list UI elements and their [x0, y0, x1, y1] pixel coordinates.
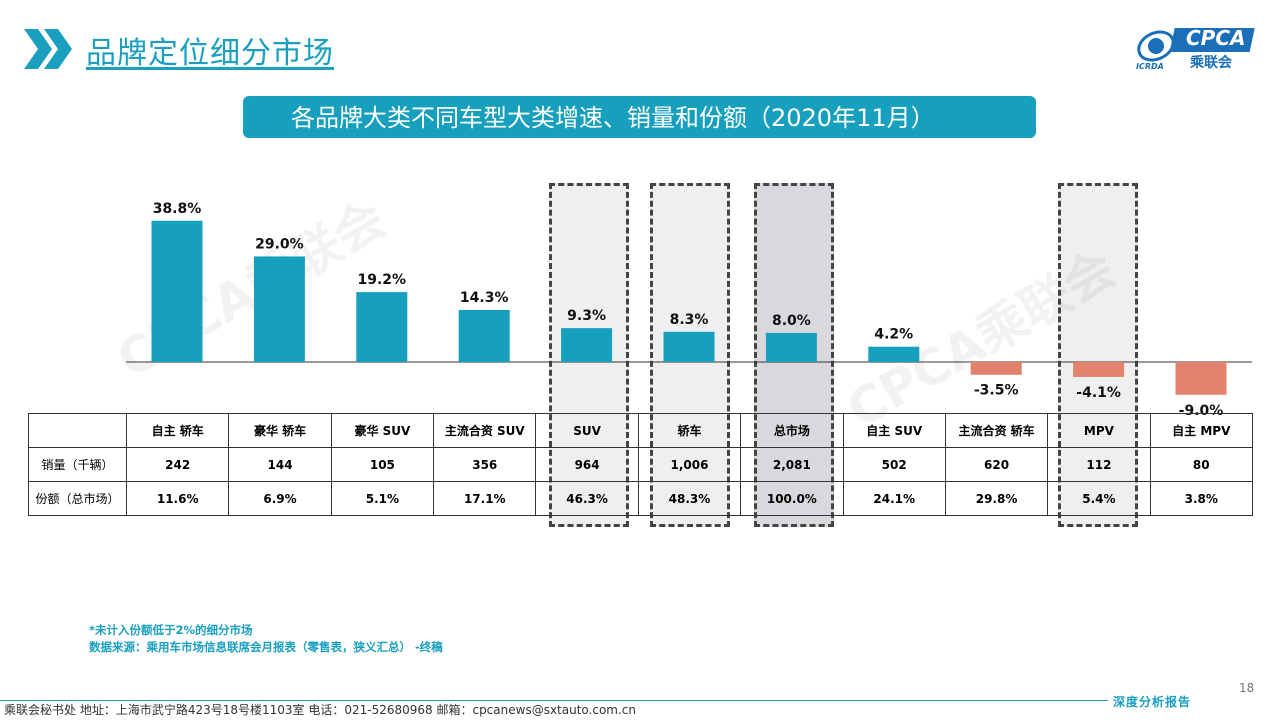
- table-cell: 17.1%: [433, 481, 537, 516]
- table-row-share: 份额（总市场） 11.6% 6.9% 5.1% 17.1% 46.3% 48.3…: [28, 481, 1253, 516]
- footer-contact: 乘联会秘书处 地址：上海市武宁路423号18号楼1103室 电话：021-526…: [4, 703, 637, 717]
- table-header-cell: 主流合资 轿车: [944, 413, 1049, 448]
- bar-2: [253, 256, 305, 362]
- data-label-3: 19.2%: [358, 272, 407, 288]
- table-header-cell: 自主 MPV: [1149, 413, 1253, 448]
- chevron-icon: [24, 29, 72, 69]
- table-cell: 620: [944, 447, 1049, 482]
- logo-subtext: 乘联会: [1190, 55, 1232, 71]
- table-corner-cell: [28, 413, 127, 448]
- table-row-label: 份额（总市场）: [28, 481, 127, 516]
- bar-4: [458, 309, 510, 362]
- data-label-6: 8.3%: [670, 312, 709, 328]
- bar-9: [970, 362, 1022, 375]
- logo-small-text: ICRDA: [1136, 62, 1164, 71]
- table-cell: 100.0%: [740, 481, 844, 516]
- table-cell: 144: [228, 447, 332, 482]
- chart-title: 各品牌大类不同车型大类增速、销量和份额（2020年11月）: [291, 104, 935, 132]
- data-label-2: 29.0%: [255, 236, 304, 252]
- source-note: 数据来源：乘用车市场信息联席会月报表（零售表，狭义汇总） -终稿: [89, 640, 443, 654]
- logo-text: CPCA: [1186, 26, 1246, 50]
- bar-chart: 38.8% 29.0% 19.2% 14.3% 9.3% 8.3% 8.0% 4.2% -3.5…: [126, 201, 1252, 419]
- table-header-cell: 豪华 SUV: [330, 413, 435, 448]
- data-table: 自主 轿车 豪华 轿车 豪华 SUV 主流合资 SUV SUV 轿车 总市场 自…: [28, 413, 1253, 516]
- chart-title-banner: [243, 96, 1036, 138]
- bar-11: [1175, 362, 1227, 395]
- table-cell: 112: [1047, 447, 1151, 482]
- table-cell: 3.8%: [1149, 481, 1253, 516]
- bar-7: [765, 332, 817, 362]
- data-label-7: 8.0%: [772, 313, 811, 329]
- footnote: *未计入份额低于2%的细分市场 数据来源：乘用车市场信息联席会月报表（零售表，狭…: [89, 622, 443, 656]
- table-header-cell: 轿车: [637, 413, 742, 448]
- page-title: 品牌定位细分市场: [86, 36, 334, 71]
- table-header-cell: MPV: [1047, 413, 1151, 448]
- data-label-10: -4.1%: [1076, 385, 1121, 401]
- table-cell: 48.3%: [637, 481, 742, 516]
- table-cell: 5.1%: [330, 481, 435, 516]
- data-label-9: -3.5%: [974, 383, 1019, 399]
- bar-3: [356, 292, 408, 362]
- table-row-sales: 销量（千辆） 242 144 105 356 964 1,006 2,081 5…: [28, 447, 1253, 482]
- table-header-cell: 总市场: [740, 413, 844, 448]
- table-cell: 6.9%: [228, 481, 332, 516]
- data-label-5: 9.3%: [567, 308, 606, 324]
- table-cell: 502: [842, 447, 946, 482]
- bar-6: [663, 331, 715, 362]
- table-cell: 2,081: [740, 447, 844, 482]
- footer-divider: [0, 700, 1108, 701]
- table-cell: 24.1%: [842, 481, 946, 516]
- table-row-label: 销量（千辆）: [28, 447, 127, 482]
- footnote-line: *未计入份额低于2%的细分市场: [89, 623, 253, 637]
- bar-5: [561, 328, 613, 362]
- bar-1: [151, 220, 203, 362]
- table-header-cell: SUV: [535, 413, 639, 448]
- bar-8: [868, 346, 920, 362]
- data-label-8: 4.2%: [874, 327, 913, 343]
- table-cell: 5.4%: [1047, 481, 1151, 516]
- data-label-4: 14.3%: [460, 290, 509, 306]
- table-header-cell: 自主 SUV: [842, 413, 946, 448]
- table-cell: 242: [125, 447, 230, 482]
- page-number: 18: [1239, 681, 1255, 695]
- cpca-logo: [1137, 28, 1255, 62]
- table-cell: 964: [535, 447, 639, 482]
- table-cell: 11.6%: [125, 481, 230, 516]
- table-cell: 46.3%: [535, 481, 639, 516]
- table-header-cell: 自主 轿车: [125, 413, 230, 448]
- bar-10: [1073, 362, 1125, 377]
- table-header-row: 自主 轿车 豪华 轿车 豪华 SUV 主流合资 SUV SUV 轿车 总市场 自…: [28, 413, 1253, 448]
- data-label-1: 38.8%: [153, 201, 202, 217]
- table-cell: 29.8%: [944, 481, 1049, 516]
- table-header-cell: 豪华 轿车: [228, 413, 332, 448]
- table-cell: 80: [1149, 447, 1253, 482]
- table-cell: 356: [433, 447, 537, 482]
- report-label: 深度分析报告: [1113, 695, 1192, 709]
- table-header-cell: 主流合资 SUV: [433, 413, 537, 448]
- table-cell: 105: [330, 447, 435, 482]
- table-cell: 1,006: [637, 447, 742, 482]
